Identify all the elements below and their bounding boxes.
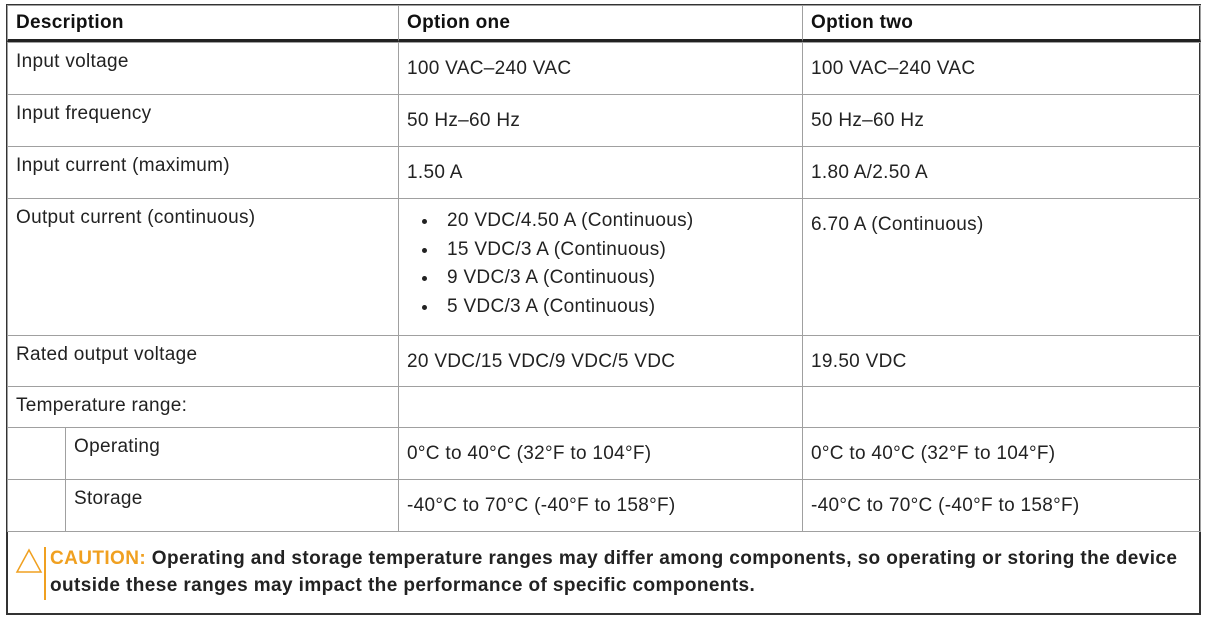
label-cell: Input voltage [7,42,399,95]
bullet-list: 20 VDC/4.50 A (Continuous)15 VDC/3 A (Co… [407,207,794,321]
label-cell: Temperature range: [7,386,399,428]
indent-cell [7,427,66,480]
label-cell: Input frequency [7,94,399,147]
value-cell: 50 Hz–60 Hz [802,94,1201,147]
label-cell: Operating [65,427,399,480]
list-item: 9 VDC/3 A (Continuous) [439,264,794,293]
value-cell: 100 VAC–240 VAC [398,42,803,95]
indent-cell [7,479,66,532]
header-cell: Option one [398,5,803,42]
caution-icon [15,547,46,600]
value-cell: 6.70 A (Continuous) [802,198,1201,336]
label-cell: Output current (continuous) [7,198,399,336]
value-cell: 100 VAC–240 VAC [802,42,1201,95]
label-cell: Rated output voltage [7,335,399,387]
value-cell: -40°C to 70°C (-40°F to 158°F) [398,479,803,532]
empty-cell [802,386,1201,428]
value-cell: 19.50 VDC [802,335,1201,387]
value-cell: 1.80 A/2.50 A [802,146,1201,199]
value-cell: 0°C to 40°C (32°F to 104°F) [398,427,803,480]
value-cell: -40°C to 70°C (-40°F to 158°F) [802,479,1201,532]
caution-label: CAUTION: [50,548,147,569]
empty-cell [398,386,803,428]
value-cell: 20 VDC/15 VDC/9 VDC/5 VDC [398,335,803,387]
value-cell: 0°C to 40°C (32°F to 104°F) [802,427,1201,480]
header-cell: Description [7,5,399,42]
caution-text: Operating and storage temperature ranges… [50,548,1178,596]
label-cell: Input current (maximum) [7,146,399,199]
caution-note: CAUTION: Operating and storage temperatu… [50,545,1180,599]
value-cell: 50 Hz–60 Hz [398,94,803,147]
value-cell: 1.50 A [398,146,803,199]
label-cell: Storage [65,479,399,532]
list-item: 15 VDC/3 A (Continuous) [439,236,794,265]
list-cell: 20 VDC/4.50 A (Continuous)15 VDC/3 A (Co… [398,198,803,336]
header-cell: Option two [802,5,1201,42]
list-item: 20 VDC/4.50 A (Continuous) [439,207,794,236]
list-item: 5 VDC/3 A (Continuous) [439,293,794,322]
